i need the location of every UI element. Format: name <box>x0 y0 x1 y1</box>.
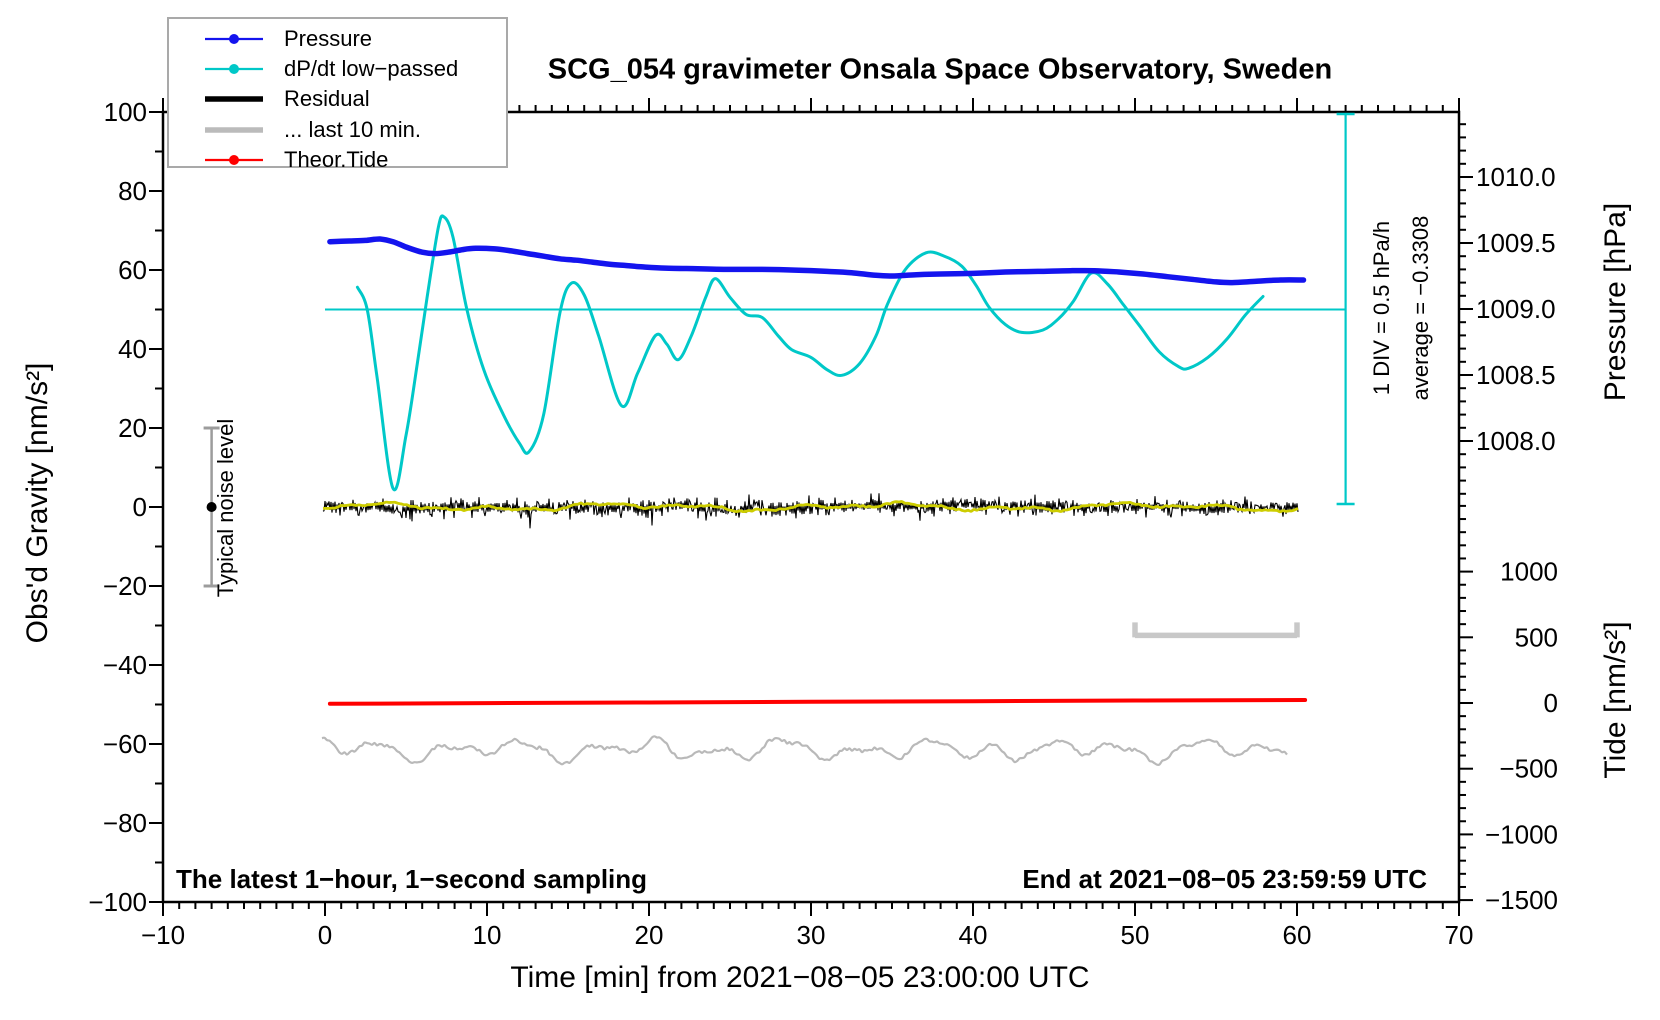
svg-text:−60: −60 <box>103 729 147 759</box>
svg-text:0: 0 <box>133 492 147 522</box>
svg-text:1008.0: 1008.0 <box>1476 426 1556 456</box>
svg-text:1009.0: 1009.0 <box>1476 294 1556 324</box>
chart-title: SCG_054 gravimeter Onsala Space Observat… <box>547 53 1333 86</box>
theor-tide-line <box>327 698 1308 706</box>
svg-text:60: 60 <box>118 255 147 285</box>
legend-item-label: Pressure <box>284 26 373 52</box>
dpdt-average-note: average = −0.3308 <box>1408 215 1433 401</box>
typical-noise-label: Typical noise level <box>213 418 238 598</box>
dpdt-scalebar <box>1336 112 1355 506</box>
svg-text:0: 0 <box>1544 688 1558 718</box>
residual-lowpass-trace <box>322 500 1299 514</box>
svg-text:−1000: −1000 <box>1485 819 1558 849</box>
svg-text:30: 30 <box>797 920 826 950</box>
last10min-trace <box>321 735 1288 766</box>
gravity-axis-title: Obs'd Gravity [nm/s²] <box>21 362 54 644</box>
time-axis-title: Time [min] from 2021−08−05 23:00:00 UTC <box>510 961 1090 994</box>
tide-axis-title: Tide [nm/s²] <box>1599 621 1632 779</box>
svg-text:−80: −80 <box>103 808 147 838</box>
svg-text:1000: 1000 <box>1500 557 1558 587</box>
legend-sample-swatch <box>205 64 263 75</box>
svg-text:60: 60 <box>1283 920 1312 950</box>
sampling-note: The latest 1−hour, 1−second sampling <box>176 864 648 894</box>
svg-text:500: 500 <box>1515 622 1558 652</box>
legend-sample-swatch <box>205 126 263 133</box>
svg-text:−10: −10 <box>141 920 185 950</box>
legend-item-label: Theor.Tide <box>284 146 389 172</box>
residual-trace <box>322 493 1299 529</box>
svg-text:10: 10 <box>473 920 502 950</box>
legend-item-pressure: Pressure <box>169 24 506 54</box>
dpdt-curve <box>355 214 1265 492</box>
pressure-axis-title: Pressure [hPa] <box>1599 202 1632 402</box>
pressure-curve <box>327 236 1307 286</box>
svg-text:1010.0: 1010.0 <box>1476 162 1556 192</box>
legend-item-dp-dt-low-passed: dP/dt low−passed <box>169 54 506 84</box>
svg-text:40: 40 <box>959 920 988 950</box>
svg-text:−100: −100 <box>88 887 147 917</box>
legend-item-last-10-min: ... last 10 min. <box>169 115 506 145</box>
svg-text:100: 100 <box>104 97 147 127</box>
svg-text:50: 50 <box>1121 920 1150 950</box>
ten-min-scalebar <box>1132 622 1300 639</box>
legend-item-residual: Residual <box>169 84 506 114</box>
svg-text:1009.5: 1009.5 <box>1476 228 1556 258</box>
svg-text:40: 40 <box>118 334 147 364</box>
svg-text:0: 0 <box>318 920 332 950</box>
legend-sample-swatch <box>205 154 263 165</box>
dpdt-div-note: 1 DIV = 0.5 hPa/h <box>1369 220 1394 396</box>
legend-sample-swatch <box>205 96 263 103</box>
axis-tick-labels: −10 0 10 20 30 40 50 60 70100806040200−20−40−60−… <box>88 97 1558 950</box>
legend-item-theor-tide: Theor.Tide <box>169 145 506 175</box>
legend-sample-swatch <box>205 34 263 45</box>
legend-item-label: Residual <box>284 86 370 112</box>
legend-item-label: dP/dt low−passed <box>284 56 459 82</box>
svg-text:20: 20 <box>118 413 147 443</box>
svg-text:1008.5: 1008.5 <box>1476 360 1556 390</box>
legend-box: Pressure dP/dt low−passed Residual ... last… <box>167 17 508 170</box>
svg-text:80: 80 <box>118 176 147 206</box>
noise-errorbar <box>203 426 220 588</box>
end-time-note: End at 2021−08−05 23:59:59 UTC <box>1022 864 1427 894</box>
svg-text:−40: −40 <box>103 650 147 680</box>
svg-text:−500: −500 <box>1499 754 1558 784</box>
legend-item-label: ... last 10 min. <box>284 116 421 142</box>
svg-text:−1500: −1500 <box>1485 885 1558 915</box>
svg-text:20: 20 <box>635 920 664 950</box>
svg-text:−20: −20 <box>103 571 147 601</box>
svg-text:70: 70 <box>1445 920 1474 950</box>
